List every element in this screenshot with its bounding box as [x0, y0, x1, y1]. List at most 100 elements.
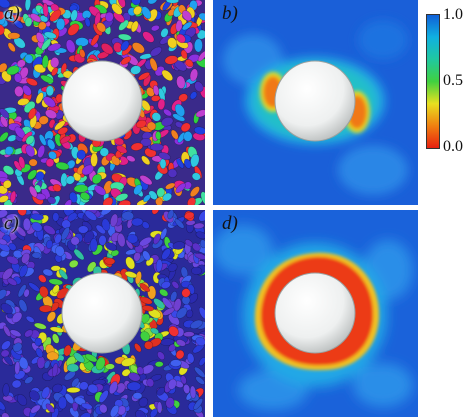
particle [170, 359, 182, 367]
panel-c-image [0, 210, 205, 417]
particle [195, 336, 205, 347]
particle [30, 404, 41, 414]
particle [34, 337, 43, 347]
particle [159, 288, 169, 297]
particle [10, 190, 17, 203]
particle [30, 13, 42, 23]
particle [38, 134, 47, 146]
panel-a-image [0, 0, 205, 205]
particle [121, 357, 136, 367]
particle [22, 84, 32, 96]
particle [156, 187, 165, 198]
sphere-b [274, 60, 356, 142]
particle [52, 212, 60, 222]
particle [16, 59, 26, 68]
particle [28, 158, 38, 167]
particle [45, 239, 53, 249]
particle [40, 74, 54, 84]
particle [17, 98, 30, 106]
particle [0, 238, 8, 246]
particle [52, 383, 63, 393]
particle [115, 193, 129, 202]
particle [8, 5, 23, 14]
particle [0, 210, 8, 219]
particle [2, 395, 14, 402]
particle [130, 20, 139, 33]
particle [189, 68, 198, 82]
particle [170, 129, 179, 140]
particle [84, 210, 97, 221]
particle [156, 401, 163, 414]
panel-c-particle-render [0, 210, 205, 417]
particle [133, 5, 143, 16]
particle [69, 191, 78, 204]
particle [42, 268, 54, 277]
particle [45, 403, 55, 413]
particle [24, 17, 33, 27]
particle [141, 155, 151, 165]
particle [151, 210, 160, 215]
particle [185, 59, 194, 68]
particle [192, 242, 201, 252]
particle [89, 238, 98, 252]
particle [47, 138, 56, 150]
particle [64, 370, 76, 381]
particle [28, 390, 40, 401]
particle [187, 197, 196, 205]
panel-label-d: d) [222, 213, 238, 234]
particle [138, 397, 149, 408]
particle [176, 33, 186, 44]
particle [49, 9, 62, 22]
particle [66, 363, 80, 373]
particle [65, 39, 76, 54]
particle [38, 115, 49, 125]
particle [167, 263, 178, 272]
particle [174, 103, 186, 117]
particle [90, 152, 98, 167]
particle [101, 218, 111, 232]
panel-label-a: a) [4, 3, 20, 24]
particle [180, 122, 191, 132]
particle [100, 210, 113, 216]
particle [79, 381, 89, 391]
particle [55, 245, 65, 257]
particle [45, 85, 54, 97]
particle [0, 131, 9, 143]
particle [141, 6, 152, 20]
particle [139, 175, 153, 186]
particles-a [0, 0, 205, 205]
particle [0, 108, 10, 119]
particle [176, 158, 185, 169]
particle [14, 85, 24, 97]
particle [45, 109, 57, 119]
particle [16, 394, 28, 406]
particle [35, 32, 45, 44]
particle [167, 37, 178, 49]
particle [146, 121, 157, 131]
particle [130, 65, 142, 75]
particle [165, 397, 175, 409]
particle [194, 366, 205, 378]
particle [135, 409, 146, 417]
panel-d-image [213, 210, 418, 417]
particle [124, 271, 138, 279]
particle [15, 226, 27, 237]
particle [56, 18, 66, 31]
particle [113, 11, 125, 23]
particle [189, 91, 198, 100]
particle [150, 24, 160, 32]
particle [50, 265, 61, 272]
particle [31, 252, 42, 259]
particle [150, 143, 164, 152]
particle [42, 2, 49, 18]
particle [167, 378, 177, 390]
particle [165, 182, 176, 190]
particle [6, 255, 19, 265]
particle [189, 186, 200, 197]
particle [43, 224, 56, 235]
particle [65, 175, 75, 185]
particle [183, 384, 191, 394]
particle [0, 303, 13, 315]
particle [182, 21, 193, 31]
particle [194, 81, 204, 93]
